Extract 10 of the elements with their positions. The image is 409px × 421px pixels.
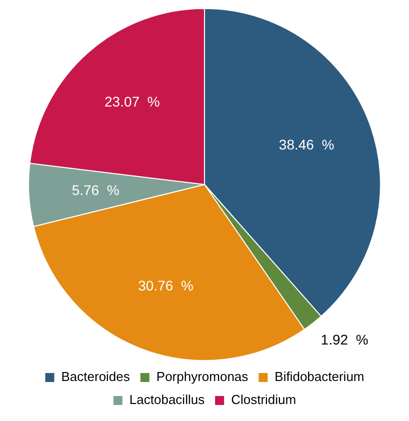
legend-label: Lactobacillus: [129, 392, 206, 408]
data-label: 1.92 %: [320, 331, 368, 348]
legend-label: Porphyromonas: [156, 369, 249, 384]
data-label: 30.76 %: [138, 277, 194, 294]
data-label: 5.76 %: [72, 182, 120, 198]
legend-label: Bifidobacterium: [274, 369, 364, 384]
data-label: 38.46 %: [278, 136, 334, 153]
legend-label: Bacteroides: [61, 369, 130, 384]
data-label: 23.07 %: [104, 94, 160, 110]
legend-label: Clostridium: [231, 392, 296, 408]
